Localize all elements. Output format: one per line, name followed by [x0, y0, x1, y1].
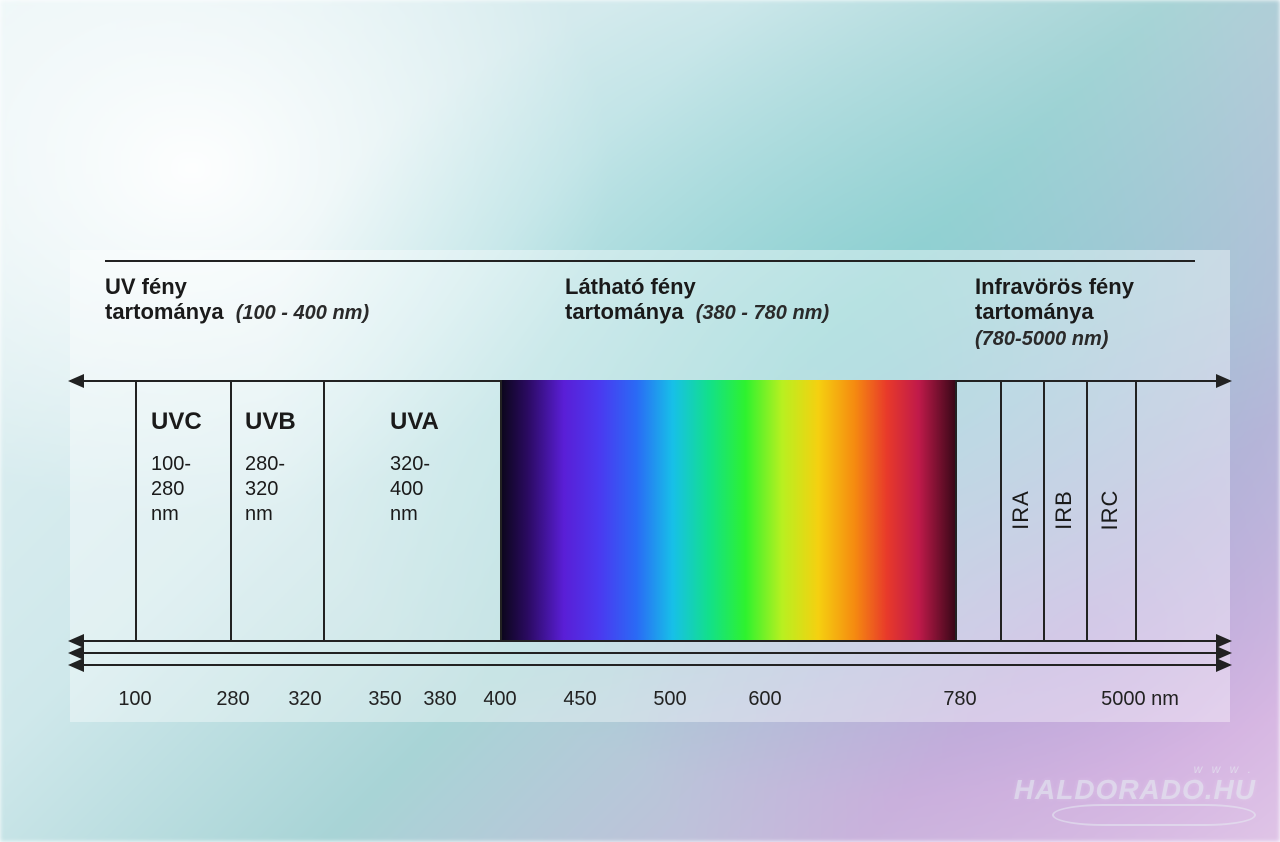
- ir-title-line2: tartománya: [975, 299, 1094, 324]
- uv-range: (100 - 400 nm): [236, 302, 369, 324]
- uv-segment-label: UVA: [390, 408, 439, 436]
- axis-tick: 400: [483, 688, 516, 711]
- axis-tick: 780: [943, 688, 976, 711]
- ir-divider: [1135, 380, 1137, 640]
- axis-arrow-lower: [70, 664, 1230, 666]
- watermark-fish-icon: [1052, 804, 1256, 826]
- watermark: w w w . HALDORADO.HU: [1050, 760, 1260, 830]
- chart-inner: UVC 100- 280 nm UVB 280- 320 nm UVA 320- 400 …: [105, 380, 1195, 640]
- ir-divider: [1043, 380, 1045, 640]
- spectrum-diagram: UV fény tartománya (100 - 400 nm) Láthat…: [70, 260, 1230, 730]
- axis-tick: 450: [563, 688, 596, 711]
- ir-divider: [1000, 380, 1002, 640]
- visible-spectrum-gradient: [500, 380, 955, 640]
- ir-segment-label: IRC: [1097, 490, 1123, 531]
- uv-divider: [135, 380, 137, 640]
- uv-title-line2: tartománya: [105, 299, 224, 324]
- uv-segment-range: 100- 280 nm: [151, 452, 191, 527]
- axis-tick: 380: [423, 688, 456, 711]
- uv-segment-label: UVC: [151, 408, 202, 436]
- ir-section-header: Infravörös fény tartománya (780-5000 nm): [975, 274, 1134, 351]
- visible-section-header: Látható fény tartománya (380 - 780 nm): [565, 274, 829, 325]
- visible-title-line2: tartománya: [565, 299, 684, 324]
- top-divider-line: [105, 260, 1195, 262]
- ir-divider: [1086, 380, 1088, 640]
- uv-segment-range: 280- 320 nm: [245, 452, 285, 527]
- chart-bottom-arrow: [70, 640, 1230, 642]
- axis-tick: 100: [118, 688, 151, 711]
- axis-tick: 320: [288, 688, 321, 711]
- axis-tick: 600: [748, 688, 781, 711]
- uv-divider: [500, 380, 502, 640]
- visible-end-divider: [955, 380, 957, 640]
- uv-divider: [230, 380, 232, 640]
- uv-segment-label: UVB: [245, 408, 296, 436]
- chart-band: UVC 100- 280 nm UVB 280- 320 nm UVA 320- 400 …: [70, 380, 1230, 640]
- uv-title-line1: UV fény: [105, 274, 187, 299]
- visible-title-line1: Látható fény: [565, 274, 696, 299]
- uv-divider: [323, 380, 325, 640]
- ir-range: (780-5000 nm): [975, 328, 1108, 350]
- axis-tick: 280: [216, 688, 249, 711]
- axis-tick: 500: [653, 688, 686, 711]
- axis-tick: 5000 nm: [1101, 688, 1179, 711]
- ir-segment-label: IRA: [1008, 490, 1034, 530]
- axis-arrow-upper: [70, 652, 1230, 654]
- axis-tick: 350: [368, 688, 401, 711]
- watermark-main: HALDORADO.HU: [1014, 774, 1256, 806]
- ir-title-line1: Infravörös fény: [975, 274, 1134, 299]
- ir-segment-label: IRB: [1051, 490, 1077, 530]
- visible-range: (380 - 780 nm): [696, 302, 829, 324]
- uv-segment-range: 320- 400 nm: [390, 452, 430, 527]
- uv-section-header: UV fény tartománya (100 - 400 nm): [105, 274, 369, 325]
